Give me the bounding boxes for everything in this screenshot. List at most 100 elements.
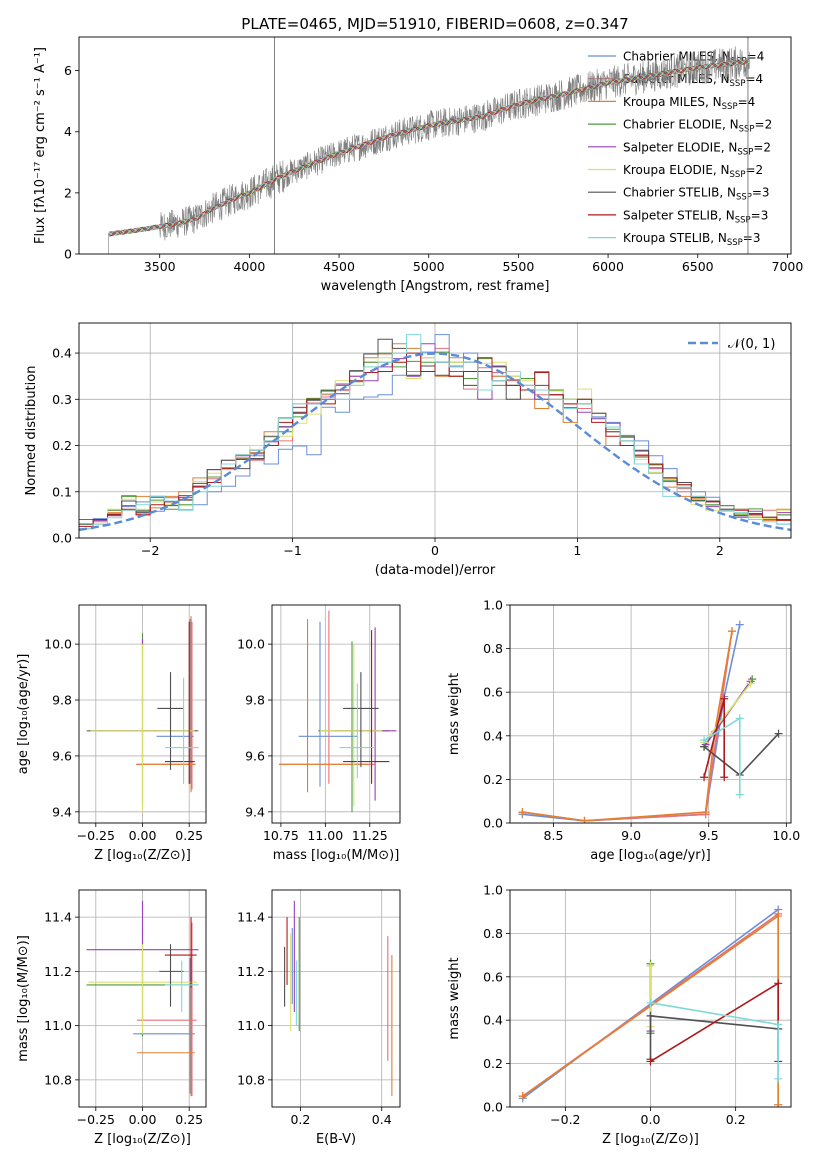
legend-entry-5: Kroupa ELODIE, NSSP=2 (623, 163, 763, 180)
x-tick-label: 0.00 (129, 828, 157, 843)
legend-entry-2: Kroupa MILES, NSSP=4 (623, 95, 755, 112)
weight-marker-7 (720, 773, 729, 782)
weight-marker-8 (774, 1020, 783, 1029)
y-axis-label: Normed distribution (24, 366, 39, 496)
weight-marker-6 (774, 729, 783, 738)
legend-entry-7: Salpeter STELIB, NSSP=3 (623, 208, 768, 225)
x-axis-label: Z [log₁₀(Z/Z⊙)] (94, 1132, 191, 1147)
y-axis-label: age [log₁₀(age/yr)] (16, 654, 31, 775)
x-tick-label: 0 (431, 543, 439, 558)
y-tick-label: 0.2 (483, 1056, 503, 1071)
weight-line-7 (650, 981, 780, 1063)
panel-mass-vs-Z: −0.25 0.00 0.25 10.8 11.0 11.2 11.4 Z [log₁₀(Z/… (16, 889, 207, 1147)
y-axis-label: mass weight (447, 957, 462, 1039)
weight-marker-2 (701, 808, 710, 817)
x-axis-label: wavelength [Angstrom, rest frame] (321, 279, 550, 294)
y-tick-label: 11.0 (44, 1018, 72, 1033)
x-tick-label: 5000 (413, 259, 445, 274)
y-tick-label: 11.2 (44, 964, 72, 979)
grid (272, 890, 400, 1107)
y-axis-label: mass [log₁₀(M/M⊙)] (16, 935, 31, 1062)
reference-legend-label: 𝒩(0, 1) (728, 337, 775, 352)
model-line-5 (108, 60, 750, 236)
x-tick-label: 0.25 (175, 828, 203, 843)
weight-marker-5 (746, 679, 755, 688)
weight-marker-7 (646, 1057, 655, 1066)
weight-marker-7 (700, 773, 709, 782)
x-tick-label: 0.25 (175, 1112, 203, 1127)
x-tick-label: −0.25 (77, 1112, 115, 1127)
weight-marker-2 (518, 808, 527, 817)
y-tick-label: 10.8 (237, 1072, 265, 1087)
axes-frame (509, 604, 792, 824)
y-tick-label: 11.0 (237, 1018, 265, 1033)
panel-age-vs-mass: 10.75 11.00 11.25 9.4 9.6 9.8 10.0 mass [log₁₀(… (237, 604, 401, 863)
legend-entry-3: Chabrier ELODIE, NSSP=2 (623, 118, 772, 135)
axes-frame (78, 604, 207, 824)
weight-marker-2 (728, 627, 737, 636)
y-tick-label: 9.8 (245, 693, 265, 708)
y-tick-label: 10.0 (237, 637, 265, 652)
weight-marker-2 (518, 1092, 527, 1101)
y-tick-label: 11.2 (237, 964, 265, 979)
panel-residuals: −2 −1 0 1 2 0.0 0.1 0.2 0.3 0.4 (data-model)/error… (24, 322, 792, 578)
weight-marker-8 (646, 998, 655, 1007)
weight-marker-2 (580, 816, 589, 823)
weight-marker-8 (774, 1074, 783, 1083)
panel-weight-vs-age: 8.5 9.0 9.5 10.0 0.0 0.2 0.4 0.6 0.8 1.0 age [log₁… (447, 598, 800, 864)
axes-frame (78, 36, 792, 255)
reference-legend: 𝒩(0, 1) (688, 337, 775, 352)
y-tick-label: 10.8 (44, 1072, 72, 1087)
y-tick-label: 9.8 (52, 693, 72, 708)
y-axis-label: mass weight (447, 673, 462, 755)
plot-area (79, 334, 791, 532)
x-tick-label: 2 (716, 543, 724, 558)
plot-area (108, 37, 750, 254)
axes-frame (271, 889, 401, 1108)
axes-frame (78, 889, 207, 1108)
y-tick-label: 2 (64, 185, 72, 200)
x-axis-label: Z [log₁₀(Z/Z⊙)] (94, 848, 191, 863)
legend-entry-8: Kroupa STELIB, NSSP=3 (623, 231, 761, 248)
plot-area (86, 900, 199, 1097)
y-tick-label: 1.0 (483, 883, 503, 898)
y-tick-label: 0.1 (52, 484, 72, 499)
y-tick-label: 0.3 (52, 392, 72, 407)
y-axis-label: Flux [fλ10⁻¹⁷ erg cm⁻² s⁻¹ A⁻¹] (33, 47, 48, 244)
y-tick-label: 1.0 (483, 598, 503, 613)
weight-marker-8 (700, 736, 709, 745)
grid (510, 604, 791, 824)
panel-age-vs-Z: −0.25 0.00 0.25 9.4 9.6 9.8 10.0 Z [log₁₀(Z/Z⊙)… (16, 604, 207, 863)
y-tick-label: 9.4 (52, 804, 72, 819)
x-tick-label: 11.25 (352, 828, 388, 843)
x-tick-label: 4500 (323, 259, 355, 274)
panel-mass-vs-ebv: 0.2 0.4 10.8 11.0 11.2 11.4 E(B-V) (237, 889, 401, 1147)
x-tick-label: 5500 (502, 259, 534, 274)
x-tick-label: 4000 (233, 259, 265, 274)
x-axis-label: Z [log₁₀(Z/Z⊙)] (602, 1132, 699, 1147)
x-axis-label: mass [log₁₀(M/M⊙)] (273, 848, 400, 863)
y-tick-label: 0.8 (483, 926, 503, 941)
x-tick-label: 6500 (682, 259, 714, 274)
x-tick-label: −0.2 (550, 1112, 580, 1127)
legend-entry-6: Chabrier STELIB, NSSP=3 (623, 186, 770, 203)
panel-weight-vs-Z: −0.2 0.0 0.2 0.0 0.2 0.4 0.6 0.8 1.0 Z [log₁₀(Z/Z… (447, 883, 792, 1147)
x-tick-label: 9.0 (621, 828, 641, 843)
x-tick-label: 6000 (592, 259, 624, 274)
plot-area (518, 620, 783, 823)
x-tick-label: 9.5 (699, 828, 719, 843)
y-tick-label: 0.4 (483, 728, 503, 743)
x-axis-label: age [log₁₀(age/yr)] (590, 848, 711, 863)
plot-area (86, 616, 199, 812)
x-tick-label: 7000 (772, 259, 804, 274)
y-tick-label: 0 (64, 247, 72, 262)
weight-marker-8 (735, 790, 744, 799)
y-tick-label: 0.0 (483, 816, 503, 831)
plot-area (279, 610, 397, 812)
y-tick-label: 11.4 (237, 910, 265, 925)
y-tick-label: 0.6 (483, 685, 503, 700)
weight-marker-7 (774, 979, 783, 988)
weight-marker-2 (774, 912, 783, 921)
y-tick-label: 0.0 (483, 1100, 503, 1115)
